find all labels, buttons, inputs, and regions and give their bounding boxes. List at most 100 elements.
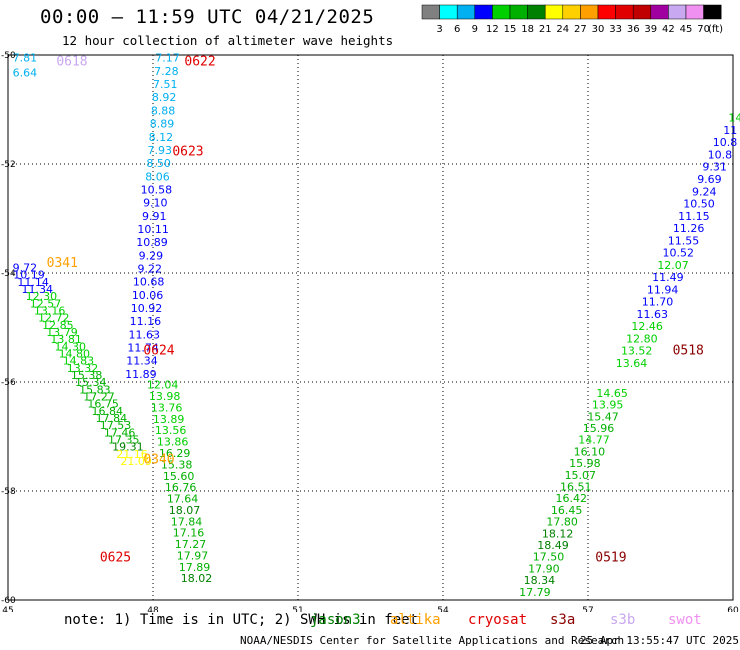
swh-value-label: 14.77 xyxy=(578,434,610,447)
x-tick-label: 45 xyxy=(2,606,13,612)
swh-value-label: 6.64 xyxy=(13,66,38,79)
swh-value-label: 11.63 xyxy=(637,308,669,321)
pass-time-label: 0618 xyxy=(56,54,87,69)
swh-value-label: 11.63 xyxy=(128,328,160,341)
swh-value-label: 16.29 xyxy=(159,447,191,460)
swh-value-label: 10.52 xyxy=(663,247,695,260)
colorbar-label: 6 xyxy=(454,24,460,35)
swh-value-label: 7.28 xyxy=(154,65,179,78)
swh-value-label: 9.22 xyxy=(138,262,163,275)
swh-value-label: 11.49 xyxy=(652,271,684,284)
swh-value-label: 13.64 xyxy=(616,357,648,370)
x-tick-label: 54 xyxy=(437,606,449,612)
pass-time-label: 0622 xyxy=(184,54,215,69)
swh-value-label: 12.57 xyxy=(30,297,62,310)
colorbar-label: 12 xyxy=(486,24,499,35)
swh-value-label: 11 xyxy=(723,124,737,137)
swh-value-label: 17.84 xyxy=(171,515,203,528)
swh-value-label: 17.79 xyxy=(519,586,551,599)
colorbar-swatch xyxy=(703,4,722,20)
y-tick-label: -60 xyxy=(1,596,16,606)
swh-value-label: 17.50 xyxy=(533,551,565,564)
y-tick-label: -58 xyxy=(1,487,16,497)
x-tick-label: 51 xyxy=(292,606,303,612)
map-frame xyxy=(7,54,734,601)
generated-timestamp: 25 Apr 13:55:47 UTC 2025 xyxy=(580,634,739,647)
swh-value-label: 11.14 xyxy=(17,276,49,289)
colorbar-label: 33 xyxy=(609,24,622,35)
swh-value-label: 17.89 xyxy=(179,561,211,574)
swh-value-label: 10.11 xyxy=(137,223,169,236)
swh-value-label: 13.89 xyxy=(153,413,185,426)
colorbar-label: 21 xyxy=(539,24,552,35)
pass-time-label: 0340 xyxy=(143,452,174,467)
swh-value-label: 17.16 xyxy=(173,527,205,540)
swh-value-label: 17.84 xyxy=(96,412,128,425)
colorbar-label: 24 xyxy=(556,24,569,35)
swh-value-label: 17.27 xyxy=(83,391,115,404)
colorbar-label: 45 xyxy=(680,24,693,35)
swh-value-label: 13.95 xyxy=(592,399,624,412)
swh-value-label: 14.83 xyxy=(63,355,95,368)
legend-swot: swot xyxy=(668,612,702,628)
swh-value-label: 13.52 xyxy=(621,345,653,358)
pass-time-label: 0518 xyxy=(673,343,704,358)
swh-value-label: 17.90 xyxy=(528,562,560,575)
footer-note: note: 1) Time is in UTC; 2) SWH is in fe… xyxy=(64,612,419,628)
swh-value-label: 11.74 xyxy=(127,341,159,354)
swh-value-label: 12.80 xyxy=(626,332,658,345)
swh-value-label: 10.06 xyxy=(132,289,164,302)
pass-time-label: 0519 xyxy=(595,550,626,565)
swh-value-label: 13.79 xyxy=(46,326,78,339)
swh-value-label: 13.16 xyxy=(34,305,66,318)
swh-value-label: 9.72 xyxy=(13,262,38,275)
page-subtitle: 12 hour collection of altimeter wave hei… xyxy=(62,33,394,48)
swh-value-label: 21.09 xyxy=(120,455,152,468)
pass-time-label: 0624 xyxy=(143,343,174,358)
colorbar-label: 36 xyxy=(627,24,640,35)
y-tick-label: -54 xyxy=(1,269,16,279)
y-tick-label: -56 xyxy=(1,378,16,388)
swh-value-label: 15.47 xyxy=(587,410,619,423)
swh-value-label: 17.46 xyxy=(104,426,136,439)
x-tick-label: 48 xyxy=(147,606,159,612)
legend-s3b: s3b xyxy=(610,612,636,628)
swh-value-label: 16.75 xyxy=(87,398,119,411)
colorbar-label: 3 xyxy=(436,24,442,35)
swh-value-label: 11.70 xyxy=(642,296,674,309)
legend-s3a: s3a xyxy=(550,612,576,628)
swh-value-label: 9.69 xyxy=(697,173,722,186)
swh-value-label: 15.60 xyxy=(163,470,195,483)
legend-altika: altika xyxy=(390,612,441,628)
swh-value-label: 16.45 xyxy=(551,504,583,517)
swh-value-label: 18.49 xyxy=(537,539,569,552)
colorbar-unit: (ft) xyxy=(708,24,723,35)
swh-value-label: 12.72 xyxy=(38,312,70,325)
swh-value-label: 17.64 xyxy=(167,493,199,506)
swh-value-label: 7.51 xyxy=(153,78,178,91)
swh-value-label: 11.94 xyxy=(647,283,679,296)
swh-value-label: 10.92 xyxy=(131,302,163,315)
colorbar-label: 30 xyxy=(592,24,605,35)
colorbar-label: 39 xyxy=(644,24,657,35)
swh-value-label: 17.27 xyxy=(175,538,207,551)
swh-value-label: 8.92 xyxy=(152,91,177,104)
swh-value-label: 12.04 xyxy=(147,379,179,392)
swh-value-label: 9.24 xyxy=(692,185,717,198)
swh-value-label: 10.68 xyxy=(133,276,165,289)
wave-height-map[interactable]: 45 48 51 54 57 60 -50 -52 -54 -56 -58 -60 7.816.64 7.… xyxy=(0,0,740,612)
swh-value-label: 13.86 xyxy=(157,436,189,449)
swh-value-label: 9.31 xyxy=(702,161,727,174)
x-tick-label: 60 xyxy=(727,606,739,612)
swh-value-label: 12.46 xyxy=(631,320,663,333)
legend-jason3: jason3 xyxy=(310,612,361,628)
swh-value-label: 10.50 xyxy=(683,198,715,211)
x-tick-label: 57 xyxy=(582,606,593,612)
swh-value-label: 8.06 xyxy=(145,170,170,183)
swh-value-label: 11.16 xyxy=(130,315,162,328)
swh-value-label: 19.31 xyxy=(112,441,144,454)
swh-value-label: 9.10 xyxy=(143,197,168,210)
swh-value-label: 17.97 xyxy=(177,549,209,562)
swh-value-label: 16.10 xyxy=(574,445,606,458)
swh-value-label: 7.93 xyxy=(147,144,172,157)
